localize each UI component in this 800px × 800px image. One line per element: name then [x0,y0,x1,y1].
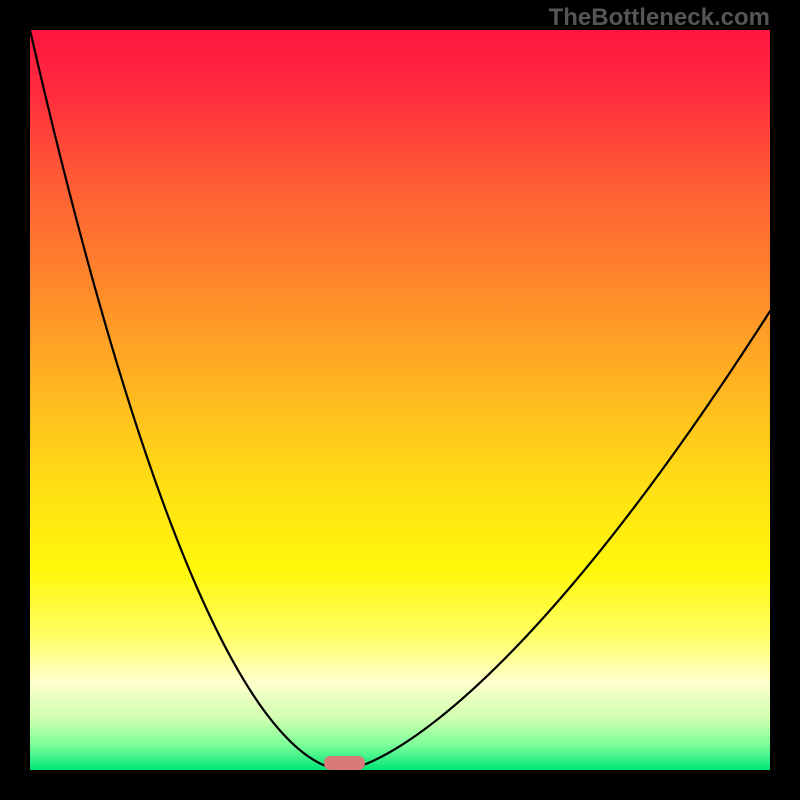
watermark-text: TheBottleneck.com [549,4,770,32]
curve-right-branch [345,311,771,770]
chart-plot-area [30,30,770,770]
chart-outer: TheBottleneck.com [0,0,800,800]
optimum-marker [324,756,365,770]
curve-left-branch [30,30,345,770]
chart-svg [30,30,770,770]
